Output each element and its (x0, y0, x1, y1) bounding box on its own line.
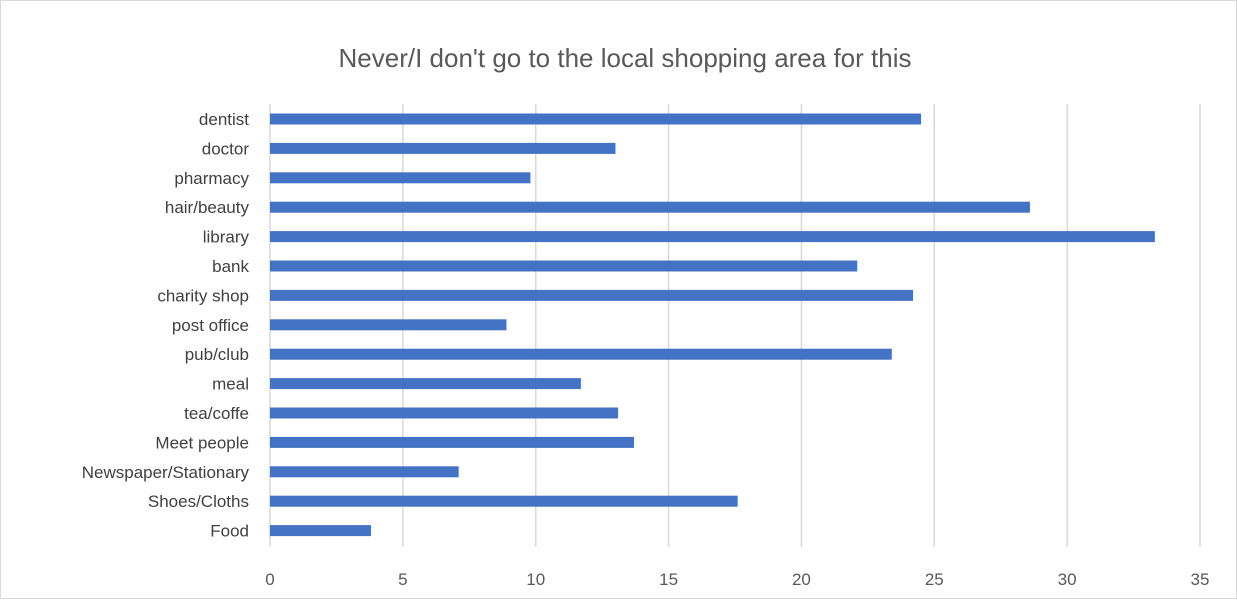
bar (270, 113, 921, 125)
category-label: pharmacy (174, 169, 249, 188)
bar (270, 436, 635, 448)
category-labels: dentist doctor pharmacy hair/beauty library b… (82, 110, 250, 541)
category-label: meal (212, 375, 249, 394)
bar (270, 407, 619, 419)
chart-title: Never/I don't go to the local shopping a… (339, 43, 912, 73)
bar (270, 378, 581, 390)
x-tick-label: 0 (265, 570, 274, 589)
bar (270, 348, 892, 360)
category-label: Food (210, 522, 249, 541)
x-axis-tick-labels: 0 5 10 15 20 25 30 35 (265, 570, 1209, 589)
category-label: post office (172, 316, 249, 335)
category-label: Newspaper/Stationary (82, 463, 250, 482)
category-label: doctor (202, 139, 250, 158)
bar (270, 260, 858, 272)
category-label: pub/club (185, 345, 249, 364)
bar (270, 289, 914, 301)
bars (270, 113, 1155, 537)
bar (270, 525, 371, 537)
bar (270, 201, 1030, 213)
category-label: bank (212, 257, 249, 276)
category-label: tea/coffe (184, 404, 249, 423)
category-label: Shoes/Cloths (148, 492, 249, 511)
category-label: Meet people (155, 433, 249, 452)
category-label: dentist (199, 110, 249, 129)
x-tick-label: 10 (526, 570, 545, 589)
x-tick-label: 15 (659, 570, 678, 589)
x-tick-label: 25 (925, 570, 944, 589)
bar (270, 466, 459, 478)
category-label: charity shop (157, 286, 249, 305)
x-tick-label: 5 (398, 570, 407, 589)
x-tick-label: 30 (1058, 570, 1077, 589)
x-tick-label: 20 (792, 570, 811, 589)
category-label: library (203, 228, 250, 247)
bar (270, 319, 507, 331)
category-label: hair/beauty (165, 198, 250, 217)
bar (270, 172, 531, 184)
bar (270, 142, 616, 154)
x-tick-label: 35 (1191, 570, 1210, 589)
bar (270, 495, 738, 507)
bar (270, 231, 1155, 243)
